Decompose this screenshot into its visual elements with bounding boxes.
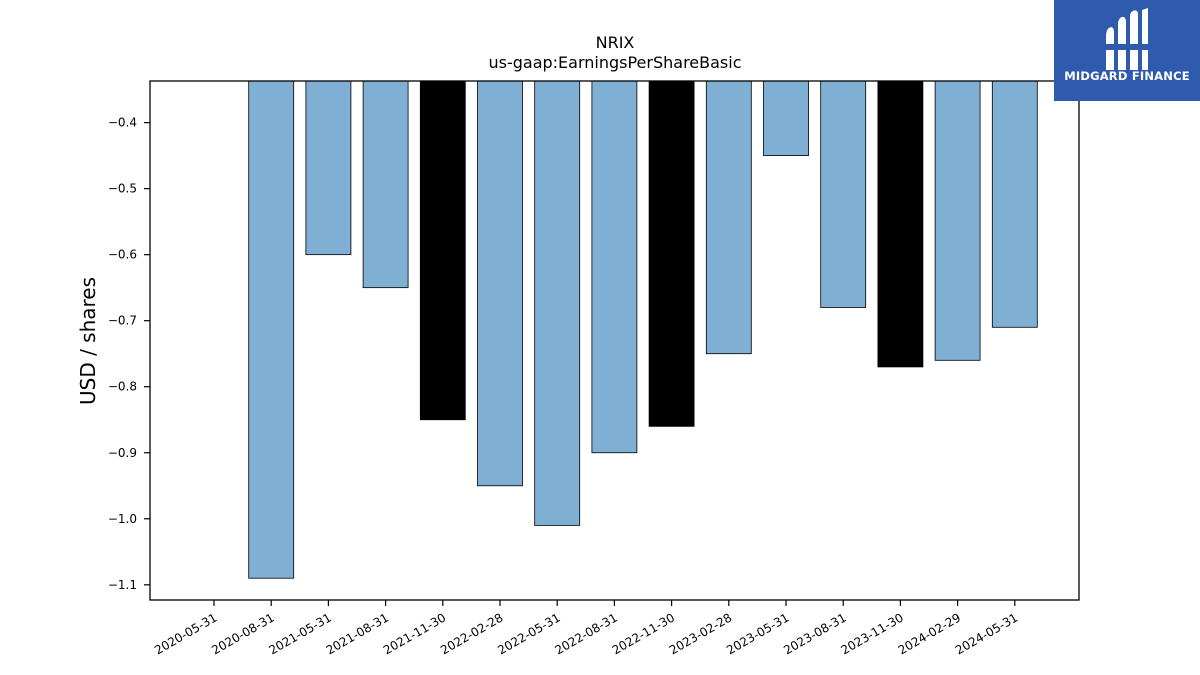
y-axis-label: USD / shares (76, 277, 100, 405)
x-tick-label: 2021-11-30 (381, 610, 448, 657)
bar-2024-05-31 (991, 80, 1038, 328)
bar-2021-11-30 (419, 80, 466, 421)
x-tick-label: 2023-05-31 (724, 610, 791, 657)
x-axis-ticks: 2020-05-312020-08-312021-05-312021-08-31… (152, 600, 1020, 657)
bar-2022-08-31 (591, 80, 638, 454)
x-tick-label: 2023-08-31 (781, 610, 848, 657)
x-tick-label: 2022-02-28 (438, 610, 505, 657)
x-tick-label: 2020-08-31 (209, 610, 276, 657)
bar-2024-02-29 (934, 80, 981, 361)
y-tick-label: −0.5 (108, 182, 137, 196)
bar-2023-08-31 (820, 80, 867, 308)
bar-2022-05-31 (534, 80, 581, 526)
chart-subtitle: us-gaap:EarningsPerShareBasic (488, 53, 741, 72)
midgard-logo: MIDGARD FINANCE (1054, 0, 1200, 101)
bar-2023-02-28 (705, 80, 752, 355)
x-tick-label: 2023-11-30 (838, 610, 905, 657)
x-tick-label: 2023-02-28 (667, 610, 734, 657)
bar-2020-08-31 (248, 80, 295, 579)
midgard-logo-icon (1106, 8, 1148, 70)
bars (248, 80, 1038, 579)
x-tick-label: 2022-08-31 (552, 610, 619, 657)
brand-name: MIDGARD FINANCE (1064, 69, 1190, 83)
x-tick-label: 2022-11-30 (610, 610, 677, 657)
y-tick-label: −0.4 (108, 116, 137, 130)
x-tick-label: 2022-05-31 (495, 610, 562, 657)
bar-2022-02-28 (477, 80, 523, 487)
y-tick-label: −0.7 (108, 314, 137, 328)
chart-title: NRIX (596, 33, 635, 52)
y-tick-label: −0.8 (108, 380, 137, 394)
bar-2021-05-31 (305, 80, 352, 256)
x-tick-label: 2021-05-31 (266, 610, 333, 657)
y-axis-ticks: −0.4 −0.5 −0.6 −0.7 −0.8 −0.9 −1.0 −1.1 (108, 116, 150, 592)
plot-frame (149, 80, 1080, 601)
bar-2023-11-30 (877, 80, 924, 368)
y-tick-label: −0.9 (108, 446, 137, 460)
x-tick-label: 2024-05-31 (953, 610, 1020, 657)
y-tick-label: −1.0 (108, 512, 137, 526)
bar-2022-11-30 (648, 80, 695, 427)
bar-2021-08-31 (362, 80, 409, 289)
bar-2023-05-31 (763, 80, 809, 157)
y-tick-label: −1.1 (108, 578, 137, 592)
x-tick-label: 2024-02-29 (896, 610, 963, 657)
x-tick-label: 2020-05-31 (152, 610, 219, 657)
x-tick-label: 2021-08-31 (324, 610, 391, 657)
y-tick-label: −0.6 (108, 248, 137, 262)
